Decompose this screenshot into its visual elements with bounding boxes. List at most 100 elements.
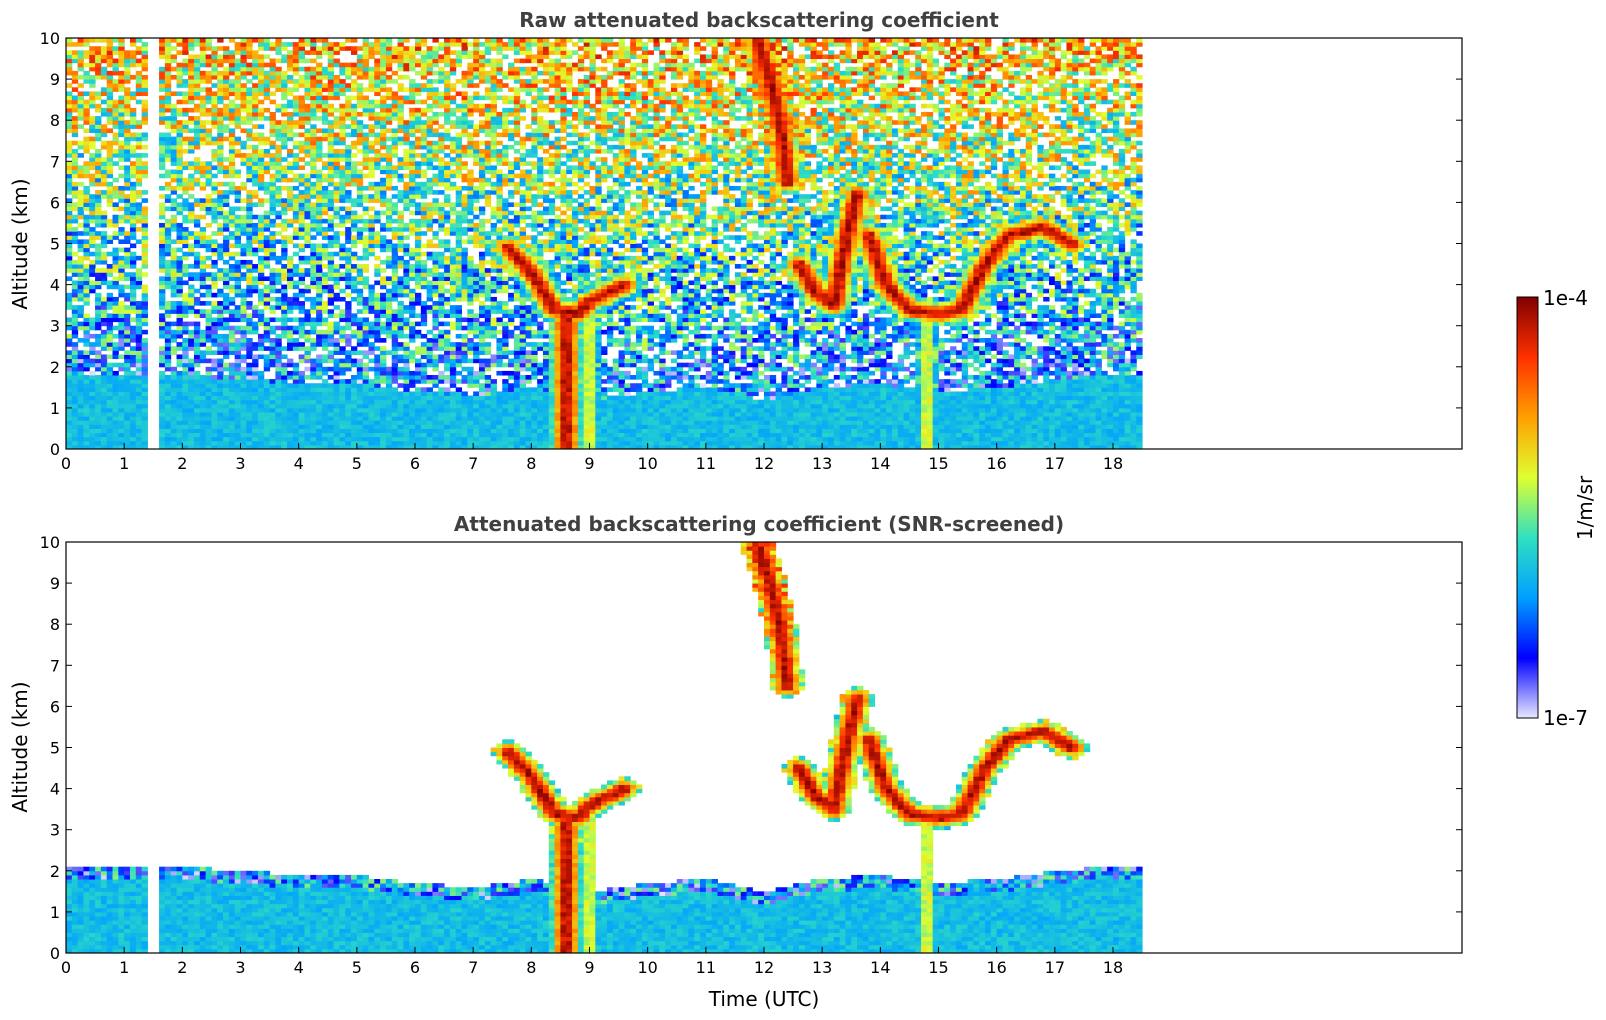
heat-cell bbox=[211, 112, 217, 117]
heat-cell bbox=[427, 441, 433, 446]
heat-cell bbox=[118, 313, 124, 318]
heat-cell bbox=[328, 375, 334, 380]
heat-cell bbox=[392, 416, 398, 421]
heat-cell bbox=[78, 67, 84, 72]
heat-cell bbox=[334, 79, 340, 84]
heat-cell bbox=[171, 54, 177, 59]
heat-cell bbox=[136, 408, 142, 413]
heat-cell bbox=[200, 235, 206, 240]
heat-cell bbox=[310, 301, 316, 306]
heat-cell bbox=[211, 412, 217, 417]
heat-cell bbox=[316, 104, 322, 109]
heat-cell bbox=[165, 301, 171, 306]
heat-cell bbox=[124, 120, 130, 125]
heat-cell bbox=[159, 379, 165, 384]
heat-cell bbox=[392, 219, 398, 224]
heat-cell bbox=[304, 346, 310, 351]
heat-cell bbox=[95, 437, 101, 442]
heat-cell bbox=[432, 104, 438, 109]
heat-cell bbox=[211, 441, 217, 446]
heat-cell bbox=[415, 231, 421, 236]
heat-cell bbox=[83, 424, 89, 429]
heat-cell bbox=[357, 309, 363, 314]
heat-cell bbox=[223, 363, 229, 368]
heat-cell bbox=[322, 96, 328, 101]
heat-cell bbox=[270, 211, 276, 216]
heat-cell bbox=[398, 256, 404, 261]
heat-cell bbox=[351, 396, 357, 401]
heat-cell bbox=[200, 285, 206, 290]
heat-cell bbox=[398, 264, 404, 269]
heat-cell bbox=[246, 170, 252, 175]
heat-cell bbox=[165, 239, 171, 244]
heat-cell bbox=[159, 354, 165, 359]
heat-cell bbox=[421, 133, 427, 138]
heat-cell bbox=[310, 276, 316, 281]
heat-cell bbox=[409, 396, 415, 401]
heat-cell bbox=[403, 75, 409, 80]
heat-cell bbox=[392, 91, 398, 96]
heat-cell bbox=[427, 128, 433, 133]
heat-cell bbox=[281, 363, 287, 368]
heat-cell bbox=[223, 309, 229, 314]
heat-cell bbox=[72, 317, 78, 322]
heat-cell bbox=[118, 326, 124, 331]
heat-cell bbox=[415, 91, 421, 96]
heat-cell bbox=[322, 174, 328, 179]
heat-cell bbox=[95, 280, 101, 285]
heat-cell bbox=[177, 420, 183, 425]
heat-cell bbox=[217, 289, 223, 294]
heat-cell bbox=[421, 391, 427, 396]
heat-cell bbox=[83, 207, 89, 212]
heat-cell bbox=[177, 239, 183, 244]
heat-cell bbox=[427, 342, 433, 347]
heat-cell bbox=[409, 256, 415, 261]
heat-cell bbox=[403, 350, 409, 355]
heat-cell bbox=[136, 412, 142, 417]
heat-cell bbox=[403, 354, 409, 359]
heat-cell bbox=[159, 408, 165, 413]
heat-cell bbox=[177, 186, 183, 191]
heat-cell bbox=[287, 433, 293, 438]
heat-cell bbox=[374, 75, 380, 80]
heat-cell bbox=[380, 108, 386, 113]
heat-cell bbox=[328, 424, 334, 429]
heat-cell bbox=[206, 276, 212, 281]
heat-cell bbox=[217, 272, 223, 277]
heat-cell bbox=[339, 326, 345, 331]
heat-cell bbox=[398, 322, 404, 327]
heat-cell bbox=[223, 79, 229, 84]
heat-cell bbox=[415, 46, 421, 51]
heat-cell bbox=[392, 116, 398, 121]
heat-cell bbox=[438, 404, 444, 409]
heat-cell bbox=[177, 391, 183, 396]
heat-cell bbox=[83, 416, 89, 421]
heat-cell bbox=[403, 207, 409, 212]
heat-cell bbox=[130, 276, 136, 281]
heat-cell bbox=[258, 412, 264, 417]
heat-cell bbox=[363, 141, 369, 146]
heat-cell bbox=[107, 272, 113, 277]
heat-cell bbox=[200, 396, 206, 401]
heat-cell bbox=[299, 100, 305, 105]
heat-cell bbox=[293, 198, 299, 203]
heat-cell bbox=[171, 367, 177, 372]
heat-cell bbox=[270, 326, 276, 331]
heat-cell bbox=[293, 96, 299, 101]
heat-cell bbox=[392, 211, 398, 216]
heat-cell bbox=[229, 83, 235, 88]
heat-cell bbox=[130, 420, 136, 425]
heat-cell bbox=[380, 248, 386, 253]
heat-cell bbox=[328, 50, 334, 55]
heat-cell bbox=[229, 264, 235, 269]
heat-cell bbox=[252, 38, 258, 43]
heat-cell bbox=[415, 38, 421, 43]
heat-cell bbox=[380, 363, 386, 368]
heat-cell bbox=[438, 252, 444, 257]
heat-cell bbox=[217, 182, 223, 187]
heat-cell bbox=[398, 112, 404, 117]
heat-cell bbox=[217, 293, 223, 298]
heat-cell bbox=[142, 46, 148, 51]
heat-cell bbox=[229, 170, 235, 175]
heat-cell bbox=[339, 391, 345, 396]
